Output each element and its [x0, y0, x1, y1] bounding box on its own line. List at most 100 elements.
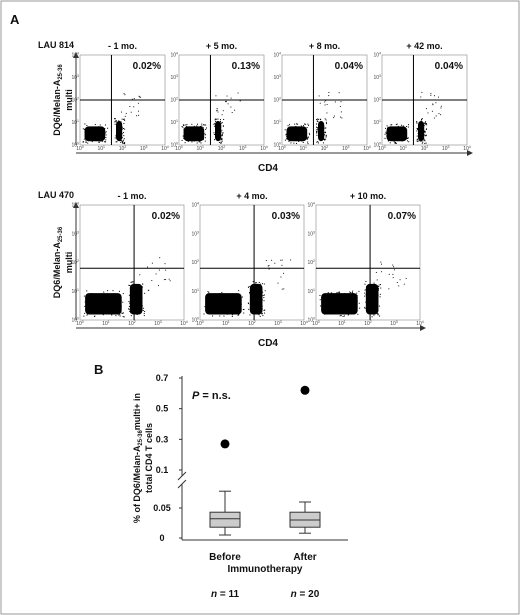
- decade-base: 10: [373, 53, 379, 59]
- event-dot: [129, 302, 131, 304]
- event-dot: [424, 122, 426, 124]
- axis-break: [177, 479, 187, 489]
- event-dot: [87, 134, 89, 136]
- decade-exp: 0: [202, 320, 204, 324]
- event-dot: [393, 266, 395, 268]
- event-dot: [247, 286, 249, 288]
- event-dot: [201, 129, 203, 131]
- event-dot: [124, 119, 126, 121]
- decade-base: 10: [307, 231, 313, 237]
- event-dot: [83, 315, 85, 317]
- event-dot: [131, 98, 133, 100]
- event-dot: [128, 284, 130, 286]
- event-dot: [236, 308, 238, 310]
- event-dot: [369, 287, 371, 289]
- event-dot: [221, 129, 223, 131]
- event-dot: [307, 137, 309, 139]
- event-dot: [365, 294, 367, 296]
- event-dot: [325, 134, 327, 136]
- event-dot: [235, 296, 237, 298]
- event-dot: [416, 127, 418, 129]
- event-dot: [326, 123, 328, 125]
- n-label: n = 11: [211, 589, 240, 600]
- event-dot: [395, 142, 397, 144]
- decade-exp: 2: [254, 320, 256, 324]
- decade-exp: 0: [284, 145, 286, 149]
- event-dot: [344, 293, 346, 295]
- y-decade-label: 104: [170, 52, 178, 59]
- event-dot: [122, 293, 124, 295]
- event-dot: [118, 130, 120, 132]
- event-dot: [120, 300, 122, 302]
- event-dot: [128, 294, 130, 296]
- x-decade-label: 104: [161, 145, 169, 152]
- y-decade-label: 104: [307, 202, 315, 209]
- event-dot: [142, 307, 144, 309]
- event-dot: [118, 314, 120, 316]
- event-dot: [323, 126, 325, 128]
- event-dot: [417, 128, 419, 130]
- event-dot: [197, 131, 199, 133]
- event-dot: [321, 127, 323, 129]
- decade-base: 10: [273, 120, 279, 126]
- event-dot: [231, 302, 233, 304]
- event-dot: [231, 303, 233, 305]
- event-dot: [388, 288, 390, 290]
- box: [209, 511, 241, 528]
- event-dot: [89, 295, 91, 297]
- event-dot: [202, 124, 204, 126]
- event-dot: [122, 312, 124, 314]
- event-dot: [144, 292, 146, 294]
- event-dot: [317, 142, 319, 144]
- event-dot: [394, 142, 396, 144]
- y-decade-label: 103: [170, 74, 178, 81]
- event-dot: [222, 110, 224, 112]
- event-dot: [328, 91, 330, 93]
- decade-exp: 4: [422, 320, 424, 324]
- event-dot: [286, 131, 288, 133]
- event-dot: [201, 125, 203, 127]
- event-dot: [189, 137, 191, 139]
- event-dot: [420, 120, 422, 122]
- event-dot: [221, 134, 223, 136]
- event-dot: [116, 301, 118, 303]
- time-label: + 5 mo.: [206, 41, 237, 51]
- event-dot: [225, 298, 227, 300]
- x-decade-label: 103: [154, 320, 162, 327]
- event-dot: [120, 139, 122, 141]
- event-dot: [217, 118, 219, 120]
- event-dot: [342, 315, 344, 317]
- event-dot: [119, 130, 121, 132]
- event-dot: [140, 285, 142, 287]
- event-dot: [216, 133, 218, 135]
- event-dot: [345, 295, 347, 297]
- event-dot: [105, 141, 107, 143]
- y-tick-label: 0: [159, 533, 164, 543]
- event-dot: [373, 311, 375, 313]
- event-dot: [296, 123, 298, 125]
- event-dot: [326, 104, 328, 106]
- event-dot: [391, 124, 393, 126]
- event-dot: [267, 265, 269, 267]
- event-dot: [416, 135, 418, 137]
- event-dot: [193, 125, 195, 127]
- event-dot: [216, 124, 218, 126]
- decade-exp: 4: [279, 52, 281, 56]
- event-dot: [422, 132, 424, 134]
- event-dot: [293, 129, 295, 131]
- event-dot: [402, 139, 404, 141]
- decade-base: 10: [274, 321, 280, 327]
- event-dot: [380, 261, 382, 263]
- event-dot: [419, 127, 421, 129]
- event-dot: [381, 271, 383, 273]
- event-dot: [331, 302, 333, 304]
- decade-base: 10: [273, 98, 279, 104]
- event-dot: [115, 297, 117, 299]
- event-dot: [376, 279, 378, 281]
- event-dot: [97, 127, 99, 129]
- y-tick-label: 0.1: [156, 465, 169, 475]
- decade-base: 10: [218, 146, 224, 152]
- event-dot: [376, 303, 378, 305]
- event-dot: [91, 141, 93, 143]
- event-dot: [344, 311, 346, 313]
